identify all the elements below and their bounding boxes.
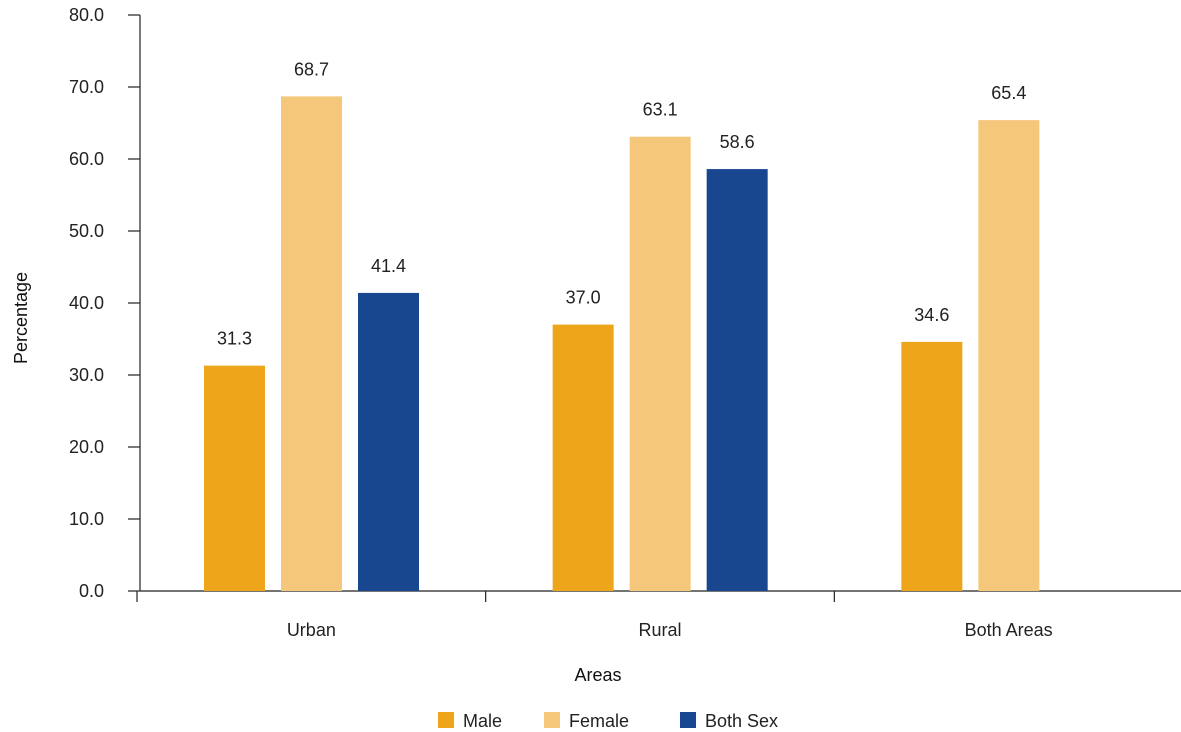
data-label: 68.7 [294,59,329,79]
bar-female [978,120,1040,592]
data-label: 34.6 [914,305,949,325]
legend: Male Female Both Sex [438,711,778,731]
data-label: 41.4 [371,256,406,276]
bar-both-sex [706,169,768,591]
y-tick-label: 80.0 [69,5,104,25]
y-axis: 0.0 10.0 20.0 30.0 40.0 50.0 60.0 70.0 80.0 [69,5,141,601]
bar-both-sex [358,292,419,591]
y-tick-label: 70.0 [69,77,104,97]
legend-swatch-female [544,712,560,728]
y-tick-label: 50.0 [69,221,104,241]
legend-label: Female [569,711,629,731]
x-axis-title: Areas [574,665,621,685]
x-tick-label: Rural [638,620,681,640]
legend-label: Both Sex [705,711,778,731]
y-tick-label: 20.0 [69,437,104,457]
data-label: 58.6 [720,132,755,152]
data-label: 65.4 [991,83,1026,103]
bar-male [901,341,963,591]
y-tick-label: 60.0 [69,149,104,169]
x-axis: Urban Rural Both Areas [136,590,1181,640]
legend-swatch-male [438,712,454,728]
y-axis-title: Percentage [11,272,31,364]
y-tick-label: 40.0 [69,293,104,313]
data-labels: 31.3 37.0 34.6 68.7 63.1 65.4 41.4 58.6 [217,59,1026,348]
y-tick-label: 30.0 [69,365,104,385]
data-label: 63.1 [643,100,678,120]
data-label: 37.0 [566,288,601,308]
legend-label: Male [463,711,502,731]
x-tick-label: Urban [287,620,336,640]
x-tick-label: Both Areas [965,620,1053,640]
bars [204,96,1040,592]
data-label: 31.3 [217,329,252,349]
bar-female [281,96,342,592]
y-tick-label: 10.0 [69,509,104,529]
legend-swatch-both-sex [680,712,696,728]
bar-male [204,365,265,591]
y-tick-label: 0.0 [79,581,104,601]
bar-male [552,324,614,591]
bar-female [629,136,691,591]
